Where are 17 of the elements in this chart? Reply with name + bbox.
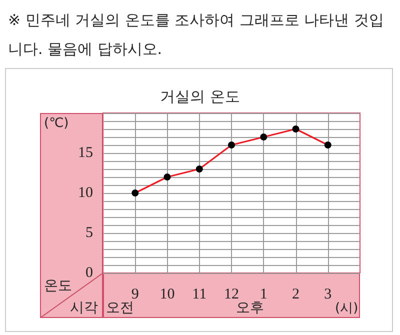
text: 오전: [106, 299, 134, 317]
x-axis-title: (시): [335, 300, 358, 317]
y-tick-label: 10: [78, 185, 93, 201]
text: 온도: [44, 277, 72, 295]
x-tick-label: 2: [292, 286, 300, 302]
y-tick-label: 0: [86, 265, 93, 281]
text: ※ 민주네 거실의 온도를 조사하여 그래프로 나타낸 것입니다. 물음에 답하시오.: [8, 10, 385, 60]
text: 시각: [70, 299, 98, 317]
x-tick-label: 11: [192, 286, 207, 302]
chart-title: 거실의 온도: [160, 88, 240, 106]
y-axis-title: (℃): [44, 116, 69, 131]
x-tick-label: 12: [224, 286, 239, 302]
x-tick-label: 3: [324, 286, 332, 302]
y-tick-label: 15: [78, 145, 93, 161]
y-tick-label: 5: [86, 225, 93, 241]
x-tick-label: 10: [160, 286, 175, 302]
x-tick-label: 9: [131, 286, 139, 302]
